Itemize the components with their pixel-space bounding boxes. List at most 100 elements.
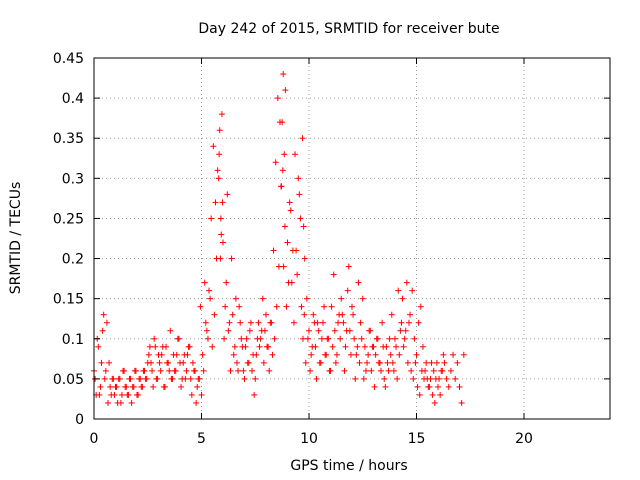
- data-point: [362, 367, 369, 374]
- data-point: [122, 383, 129, 390]
- data-point: [109, 375, 116, 382]
- data-point: [264, 343, 271, 350]
- data-point: [313, 375, 320, 382]
- data-point: [118, 391, 125, 398]
- data-point: [115, 375, 122, 382]
- data-point: [104, 399, 111, 406]
- data-point: [103, 319, 110, 326]
- data-point: [454, 359, 461, 366]
- data-point: [223, 279, 230, 286]
- data-point: [311, 319, 318, 326]
- data-point: [309, 343, 316, 350]
- y-axis-label: SRMTID / TECUs: [8, 182, 24, 295]
- data-point: [202, 319, 209, 326]
- data-point: [408, 367, 415, 374]
- data-point: [378, 367, 385, 374]
- data-point: [298, 303, 305, 310]
- data-point: [447, 367, 454, 374]
- data-point: [197, 303, 204, 310]
- data-point: [384, 359, 391, 366]
- data-point: [435, 383, 441, 390]
- data-point: [331, 327, 338, 334]
- data-point: [430, 367, 437, 374]
- data-point: [281, 223, 288, 230]
- data-point: [354, 343, 361, 350]
- data-point: [107, 383, 114, 390]
- data-point: [146, 343, 153, 350]
- data-point: [100, 311, 107, 318]
- x-tick-label: 5: [197, 431, 206, 447]
- data-point: [295, 175, 302, 182]
- y-tick-label: 0.25: [53, 211, 84, 227]
- data-point: [231, 343, 238, 350]
- data-point: [147, 359, 154, 366]
- data-point: [216, 127, 223, 134]
- data-point: [209, 343, 216, 350]
- y-tick-label: 0.3: [62, 171, 84, 187]
- data-point: [207, 295, 214, 302]
- data-point: [411, 335, 418, 342]
- data-point: [274, 95, 281, 102]
- data-point: [301, 311, 308, 318]
- data-point: [286, 199, 293, 206]
- data-point: [445, 383, 452, 390]
- y-tick-label: 0.35: [53, 131, 84, 147]
- data-point: [221, 335, 228, 342]
- data-point: [259, 295, 266, 302]
- data-point: [167, 327, 174, 334]
- data-points: [91, 71, 467, 406]
- data-point: [158, 351, 165, 358]
- data-point: [335, 319, 342, 326]
- data-point: [333, 351, 340, 358]
- data-point: [186, 343, 193, 350]
- data-point: [235, 367, 242, 374]
- data-point: [452, 375, 459, 382]
- data-point: [397, 327, 404, 334]
- data-point: [180, 359, 187, 366]
- data-point: [357, 319, 364, 326]
- data-point: [190, 367, 197, 374]
- data-point: [394, 375, 401, 382]
- data-point: [319, 319, 326, 326]
- data-point: [182, 375, 189, 382]
- data-point: [224, 191, 231, 198]
- data-point: [441, 359, 448, 366]
- data-point: [339, 311, 346, 318]
- data-point: [149, 367, 156, 374]
- data-point: [195, 375, 202, 382]
- data-point: [203, 327, 210, 334]
- data-point: [361, 343, 368, 350]
- data-point: [340, 319, 347, 326]
- data-point: [413, 351, 420, 358]
- data-point: [137, 375, 144, 382]
- data-point: [308, 351, 315, 358]
- data-point: [263, 311, 269, 318]
- data-point: [285, 279, 292, 286]
- data-point: [150, 383, 157, 390]
- data-point: [243, 335, 250, 342]
- data-point: [143, 375, 150, 382]
- data-point: [369, 343, 376, 350]
- data-point: [171, 367, 178, 374]
- data-point: [212, 199, 219, 206]
- data-point: [396, 351, 403, 358]
- data-point: [178, 383, 185, 390]
- data-point: [392, 335, 398, 342]
- data-point: [163, 343, 170, 350]
- data-point: [278, 183, 285, 190]
- data-point: [228, 255, 235, 262]
- data-point: [351, 335, 358, 342]
- data-point: [204, 335, 211, 342]
- data-point: [200, 367, 207, 374]
- data-point: [338, 295, 345, 302]
- data-point: [183, 367, 190, 374]
- data-point: [389, 359, 396, 366]
- data-point: [382, 383, 389, 390]
- data-point: [206, 287, 213, 294]
- data-point: [283, 303, 290, 310]
- data-point: [135, 391, 142, 398]
- data-point: [414, 383, 421, 390]
- y-tick-label: 0.45: [53, 51, 84, 67]
- data-point: [102, 367, 109, 374]
- data-point: [324, 335, 331, 342]
